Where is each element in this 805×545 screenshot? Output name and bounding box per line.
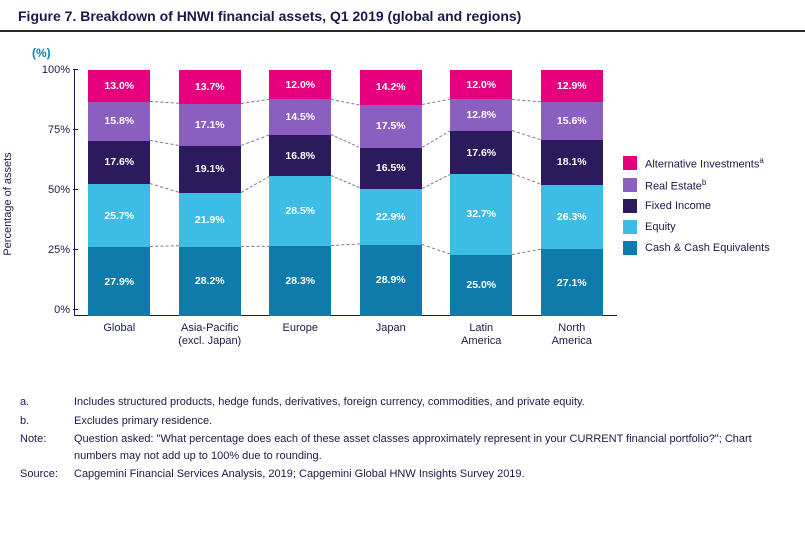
- bar-segment: 15.6%: [541, 102, 603, 140]
- legend-item: Real Estateb: [623, 178, 787, 193]
- bar-segment: 22.9%: [360, 189, 422, 245]
- legend-swatch: [623, 199, 637, 213]
- unit-label: (%): [0, 36, 805, 60]
- bar-segment: 28.5%: [269, 176, 331, 246]
- footnote-row: Source:Capgemini Financial Services Anal…: [20, 466, 785, 483]
- legend-label: Fixed Income: [645, 200, 711, 212]
- footnote-text: Question asked: "What percentage does ea…: [74, 431, 785, 464]
- footnote-row: Note:Question asked: "What percentage do…: [20, 431, 785, 464]
- legend-item: Cash & Cash Equivalents: [623, 241, 787, 255]
- footnote-key: a.: [20, 394, 74, 411]
- stacked-bar: 13.0%15.8%17.6%25.7%27.9%: [88, 70, 150, 316]
- footnote-key: Source:: [20, 466, 74, 483]
- bar-segment: 27.9%: [88, 247, 150, 316]
- bar-segment: 12.0%: [269, 70, 331, 99]
- y-axis-label: Percentage of assets: [2, 152, 14, 255]
- bar-segment: 28.9%: [360, 245, 422, 316]
- bar-segment: 17.6%: [450, 131, 512, 174]
- footnote-key: b.: [20, 413, 74, 430]
- footnote-key: Note:: [20, 431, 74, 464]
- x-axis-label: Global: [74, 318, 165, 347]
- bar-segment: 12.8%: [450, 99, 512, 130]
- footnote-text: Capgemini Financial Services Analysis, 2…: [74, 466, 785, 483]
- bar-segment: 16.5%: [360, 148, 422, 189]
- bar-column: 12.9%15.6%18.1%26.3%27.1%: [527, 70, 618, 316]
- bar-column: 12.0%14.5%16.8%28.5%28.3%: [255, 70, 346, 316]
- bar-segment: 17.5%: [360, 105, 422, 148]
- x-axis-label: Japan: [346, 318, 437, 347]
- bar-segment: 28.2%: [179, 247, 241, 316]
- footnote-row: b.Excludes primary residence.: [20, 413, 785, 430]
- legend-label: Alternative Investmentsa: [645, 156, 764, 171]
- legend-label: Real Estateb: [645, 178, 706, 193]
- x-axis-label: LatinAmerica: [436, 318, 527, 347]
- bar-segment: 17.6%: [88, 141, 150, 184]
- stacked-bar: 14.2%17.5%16.5%22.9%28.9%: [360, 70, 422, 316]
- figure-title: Figure 7. Breakdown of HNWI financial as…: [0, 0, 805, 32]
- bar-segment: 13.0%: [88, 70, 150, 102]
- legend-swatch: [623, 241, 637, 255]
- legend-item: Fixed Income: [623, 199, 787, 213]
- bar-segment: 25.7%: [88, 184, 150, 247]
- bar-segment: 13.7%: [179, 70, 241, 104]
- y-axis-ticks: 0%25%50%75%100%: [34, 70, 74, 310]
- bar-segment: 32.7%: [450, 174, 512, 254]
- bar-segment: 14.2%: [360, 70, 422, 105]
- legend-item: Equity: [623, 220, 787, 234]
- bar-segment: 14.5%: [269, 99, 331, 135]
- footnote-row: a.Includes structured products, hedge fu…: [20, 394, 785, 411]
- bar-segment: 17.1%: [179, 104, 241, 146]
- x-axis-label: Europe: [255, 318, 346, 347]
- bar-segment: 12.0%: [450, 70, 512, 99]
- bars-area: 13.0%15.8%17.6%25.7%27.9%13.7%17.1%19.1%…: [74, 70, 617, 316]
- bar-segment: 16.8%: [269, 135, 331, 176]
- y-tick-label: 75%: [48, 124, 70, 136]
- legend-label: Equity: [645, 221, 676, 233]
- legend-label: Cash & Cash Equivalents: [645, 242, 770, 254]
- y-tick-label: 25%: [48, 244, 70, 256]
- bar-segment: 25.0%: [450, 255, 512, 316]
- legend: Alternative Investmentsa Real Estateb Fixe…: [623, 156, 787, 262]
- y-tick-label: 0%: [54, 304, 70, 316]
- bar-segment: 12.9%: [541, 70, 603, 102]
- legend-swatch: [623, 178, 637, 192]
- footnote-text: Includes structured products, hedge fund…: [74, 394, 785, 411]
- bar-column: 13.0%15.8%17.6%25.7%27.9%: [74, 70, 165, 316]
- stacked-bar: 13.7%17.1%19.1%21.9%28.2%: [179, 70, 241, 316]
- bar-column: 13.7%17.1%19.1%21.9%28.2%: [165, 70, 256, 316]
- bar-segment: 27.1%: [541, 249, 603, 316]
- bar-segment: 21.9%: [179, 193, 241, 247]
- bar-segment: 19.1%: [179, 146, 241, 193]
- bar-column: 12.0%12.8%17.6%32.7%25.0%: [436, 70, 527, 316]
- stacked-bar: 12.0%14.5%16.8%28.5%28.3%: [269, 70, 331, 316]
- bar-column: 14.2%17.5%16.5%22.9%28.9%: [346, 70, 437, 316]
- chart: Percentage of assets 0%25%50%75%100% 13.…: [34, 64, 787, 344]
- connector-line: [241, 245, 270, 246]
- bar-segment: 26.3%: [541, 185, 603, 250]
- footnotes: a.Includes structured products, hedge fu…: [20, 394, 785, 483]
- x-axis-label: NorthAmerica: [527, 318, 618, 347]
- y-tick-label: 50%: [48, 184, 70, 196]
- legend-item: Alternative Investmentsa: [623, 156, 787, 171]
- footnote-text: Excludes primary residence.: [74, 413, 785, 430]
- x-axis-label: Asia-Pacific(excl. Japan): [165, 318, 256, 347]
- stacked-bar: 12.9%15.6%18.1%26.3%27.1%: [541, 70, 603, 316]
- plot-area: 13.0%15.8%17.6%25.7%27.9%13.7%17.1%19.1%…: [74, 64, 787, 316]
- y-tick-label: 100%: [42, 64, 70, 76]
- bar-segment: 18.1%: [541, 140, 603, 185]
- bar-segment: 28.3%: [269, 246, 331, 316]
- legend-swatch: [623, 156, 637, 170]
- bar-segment: 15.8%: [88, 102, 150, 141]
- x-axis-labels: GlobalAsia-Pacific(excl. Japan)EuropeJap…: [74, 318, 617, 347]
- legend-swatch: [623, 220, 637, 234]
- stacked-bar: 12.0%12.8%17.6%32.7%25.0%: [450, 70, 512, 316]
